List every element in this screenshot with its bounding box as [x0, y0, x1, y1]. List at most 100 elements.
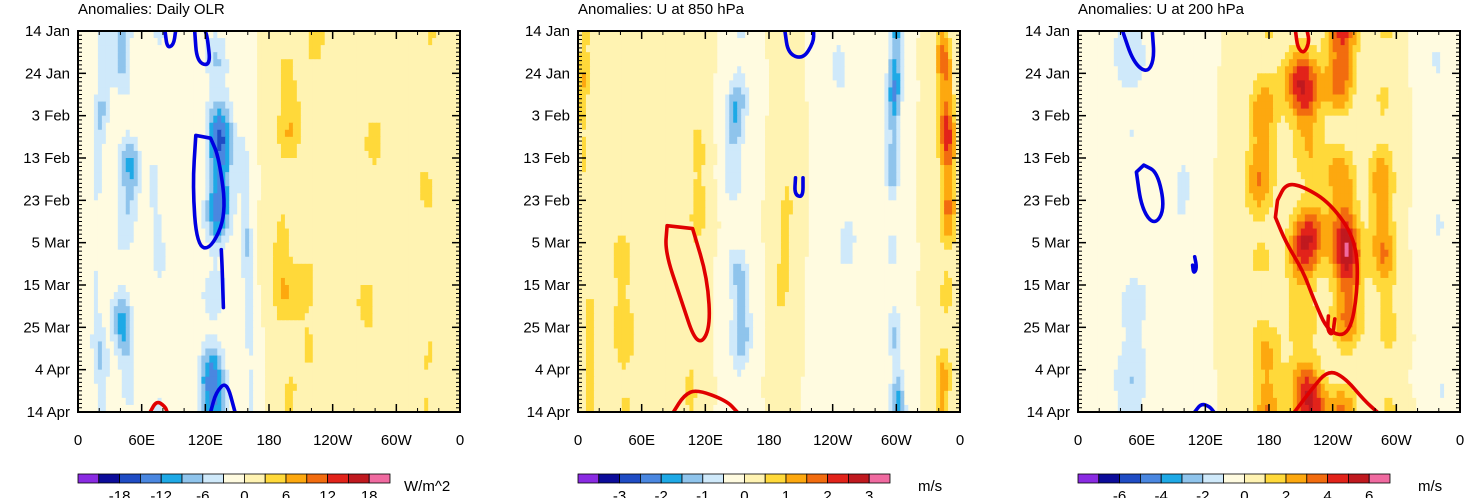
- heatmap-cell: [348, 143, 354, 152]
- heatmap-cell: [380, 52, 385, 60]
- heatmap-cell: [157, 341, 163, 350]
- heatmap-cell: [380, 115, 385, 124]
- heatmap-cell: [169, 376, 175, 385]
- heatmap-cell: [169, 242, 175, 251]
- heatmap-cell: [332, 122, 338, 131]
- heatmap-cell: [448, 108, 453, 117]
- heatmap-cell: [412, 242, 417, 251]
- heatmap-cell: [288, 327, 294, 335]
- heatmap-cell: [101, 200, 107, 208]
- heatmap-cell: [352, 94, 358, 103]
- heatmap-cell: [189, 242, 194, 251]
- heatmap-cell: [304, 362, 310, 371]
- heatmap-cell: [269, 348, 274, 357]
- heatmap-cell: [372, 136, 378, 145]
- heatmap-cell: [452, 334, 457, 343]
- heatmap-cell: [432, 285, 437, 293]
- heatmap-cell: [308, 327, 314, 335]
- heatmap-cell: [245, 242, 250, 251]
- heatmap-cell: [420, 172, 425, 180]
- heatmap-cell: [284, 228, 290, 237]
- heatmap-cell: [428, 150, 433, 159]
- heatmap-cell: [384, 136, 389, 145]
- heatmap-cell: [288, 73, 294, 81]
- heatmap-cell: [364, 38, 370, 46]
- heatmap-cell: [336, 341, 342, 350]
- heatmap-cell: [316, 186, 322, 194]
- heatmap-cell: [316, 193, 322, 201]
- heatmap-cell: [113, 122, 119, 131]
- heatmap-cell: [177, 242, 183, 251]
- heatmap-cell: [173, 285, 179, 293]
- heatmap-cell: [113, 263, 119, 272]
- heatmap-cell: [197, 214, 202, 223]
- heatmap-cell: [444, 263, 449, 272]
- heatmap-cell: [241, 115, 246, 124]
- heatmap-cell: [312, 334, 318, 343]
- heatmap-cell: [292, 122, 298, 131]
- heatmap-cell: [336, 101, 342, 110]
- heatmap-cell: [185, 193, 191, 201]
- heatmap-cell: [265, 87, 270, 96]
- heatmap-cell: [276, 263, 282, 272]
- heatmap-cell: [284, 73, 290, 81]
- heatmap-cell: [157, 320, 163, 328]
- heatmap-cell: [161, 249, 167, 258]
- heatmap-cell: [81, 136, 87, 145]
- heatmap-cell: [237, 193, 242, 201]
- heatmap-cell: [237, 256, 242, 265]
- heatmap-cell: [364, 136, 370, 145]
- heatmap-cell: [129, 390, 135, 399]
- heatmap-cell: [384, 327, 389, 335]
- heatmap-cell: [356, 277, 362, 286]
- heatmap-cell: [101, 158, 107, 166]
- heatmap-cell: [165, 207, 171, 216]
- heatmap-cell: [225, 235, 230, 244]
- heatmap-cell: [237, 45, 242, 53]
- heatmap-cell: [241, 207, 246, 216]
- heatmap-cell: [181, 334, 187, 343]
- heatmap-cell: [408, 38, 413, 46]
- heatmap-cell: [344, 355, 350, 364]
- heatmap-cell: [384, 73, 389, 81]
- heatmap-cell: [169, 150, 175, 159]
- heatmap-cell: [245, 143, 250, 152]
- heatmap-cell: [368, 390, 374, 399]
- heatmap-cell: [149, 165, 155, 173]
- heatmap-cell: [217, 59, 222, 67]
- heatmap-cell: [456, 193, 460, 201]
- heatmap-cell: [276, 73, 282, 81]
- heatmap-cell: [380, 285, 385, 293]
- heatmap-cell: [117, 52, 123, 60]
- heatmap-cell: [205, 285, 210, 293]
- heatmap-cell: [157, 179, 163, 187]
- heatmap-cell: [348, 179, 354, 187]
- heatmap-cell: [384, 228, 389, 237]
- heatmap-cell: [233, 348, 238, 357]
- heatmap-cell: [113, 200, 119, 208]
- heatmap-cell: [97, 355, 103, 364]
- heatmap-cell: [368, 376, 374, 385]
- heatmap-cell: [233, 292, 238, 300]
- heatmap-cell: [189, 306, 194, 314]
- heatmap-cell: [153, 59, 159, 67]
- heatmap-cell: [241, 348, 246, 357]
- heatmap-cell: [432, 59, 437, 67]
- heatmap-cell: [249, 179, 254, 187]
- heatmap-cell: [440, 362, 445, 371]
- heatmap-cell: [396, 334, 401, 343]
- heatmap-cell: [221, 228, 226, 237]
- heatmap-cell: [169, 38, 175, 46]
- heatmap-cell: [125, 355, 131, 364]
- heatmap-cell: [360, 207, 366, 216]
- heatmap-cell: [404, 108, 409, 117]
- heatmap-cell: [97, 362, 103, 371]
- heatmap-cell: [157, 87, 163, 96]
- heatmap-cell: [392, 52, 397, 60]
- heatmap-cell: [380, 362, 385, 371]
- heatmap-cell: [312, 256, 318, 265]
- heatmap-cell: [149, 285, 155, 293]
- heatmap-cell: [137, 73, 143, 81]
- heatmap-cell: [185, 256, 191, 265]
- heatmap-cell: [201, 306, 206, 314]
